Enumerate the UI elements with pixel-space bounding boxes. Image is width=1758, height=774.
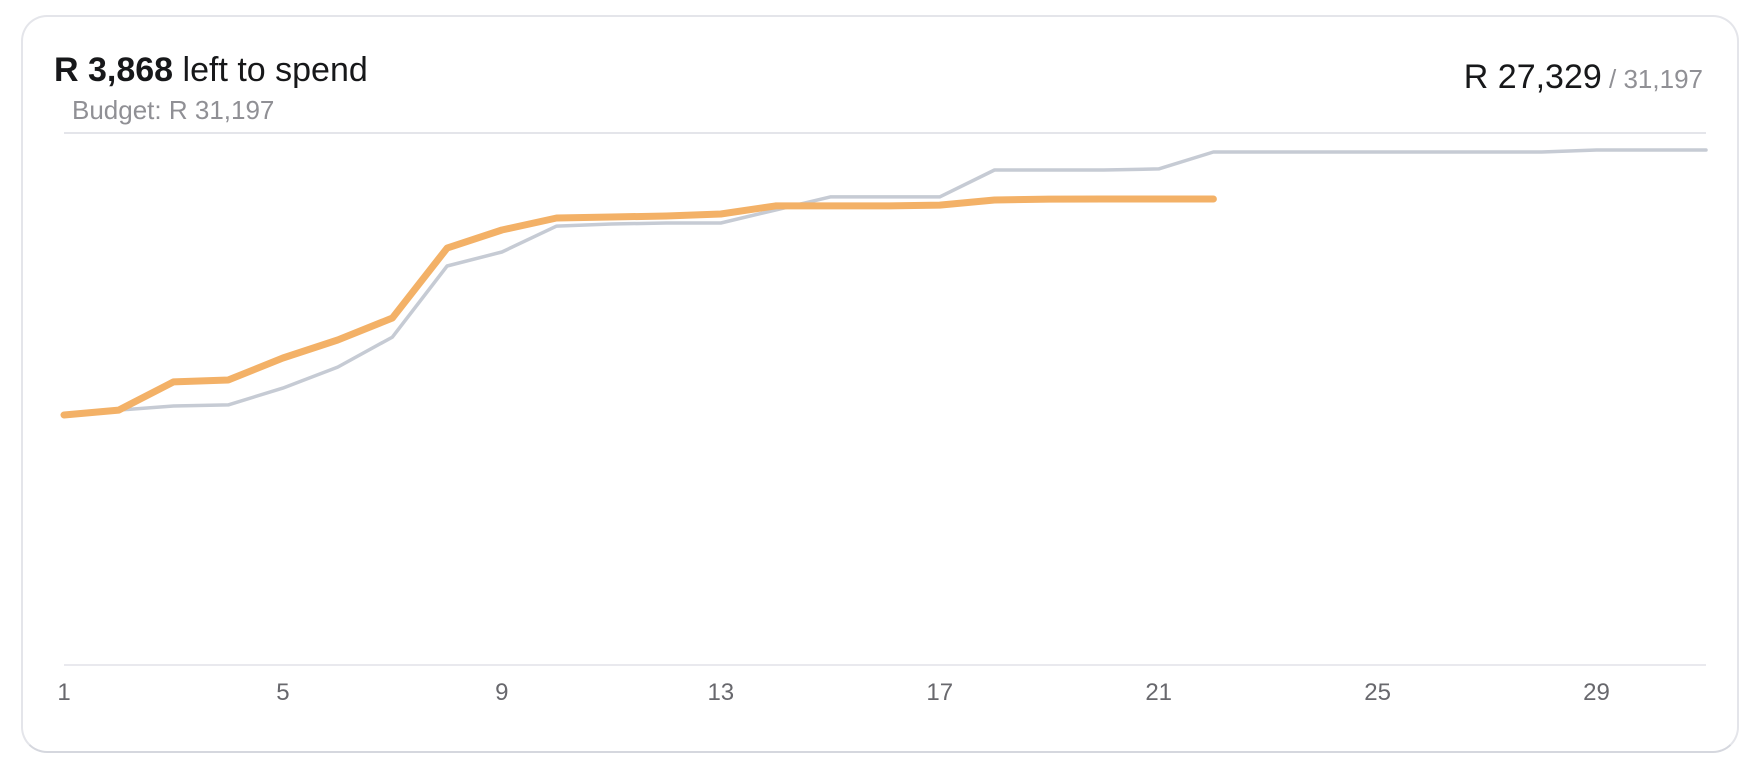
- left-to-spend-amount: R 3,868: [54, 51, 174, 89]
- x-tick-label-21: 21: [1145, 679, 1172, 706]
- spending-line-chart[interactable]: 1 5 9 13 17 21 25 29: [23, 17, 1741, 755]
- x-tick-label-17: 17: [926, 679, 953, 706]
- budget-total: / 31,197: [1601, 64, 1703, 94]
- spent-summary: R 27,329 / 31,197: [1464, 57, 1703, 99]
- spent-amount: R 27,329: [1463, 58, 1602, 96]
- x-tick-label-1: 1: [57, 679, 70, 706]
- x-tick-label-25: 25: [1364, 679, 1391, 706]
- x-tick-label-29: 29: [1583, 679, 1610, 706]
- x-tick-label-9: 9: [495, 679, 508, 706]
- budget-label: Budget: R 31,197: [72, 95, 275, 125]
- previous-period-cumulative-spend-line[interactable]: [62, 148, 1708, 417]
- page-title: R 3,868 left to spend: [54, 50, 368, 90]
- budget-chart-card: R 3,868 left to spend Budget: R 31,197 R…: [21, 15, 1739, 753]
- current-period-cumulative-spend-line[interactable]: [60, 195, 1217, 419]
- x-tick-label-13: 13: [707, 679, 734, 706]
- x-tick-label-5: 5: [276, 679, 289, 706]
- left-to-spend-label: left to spend: [173, 51, 368, 89]
